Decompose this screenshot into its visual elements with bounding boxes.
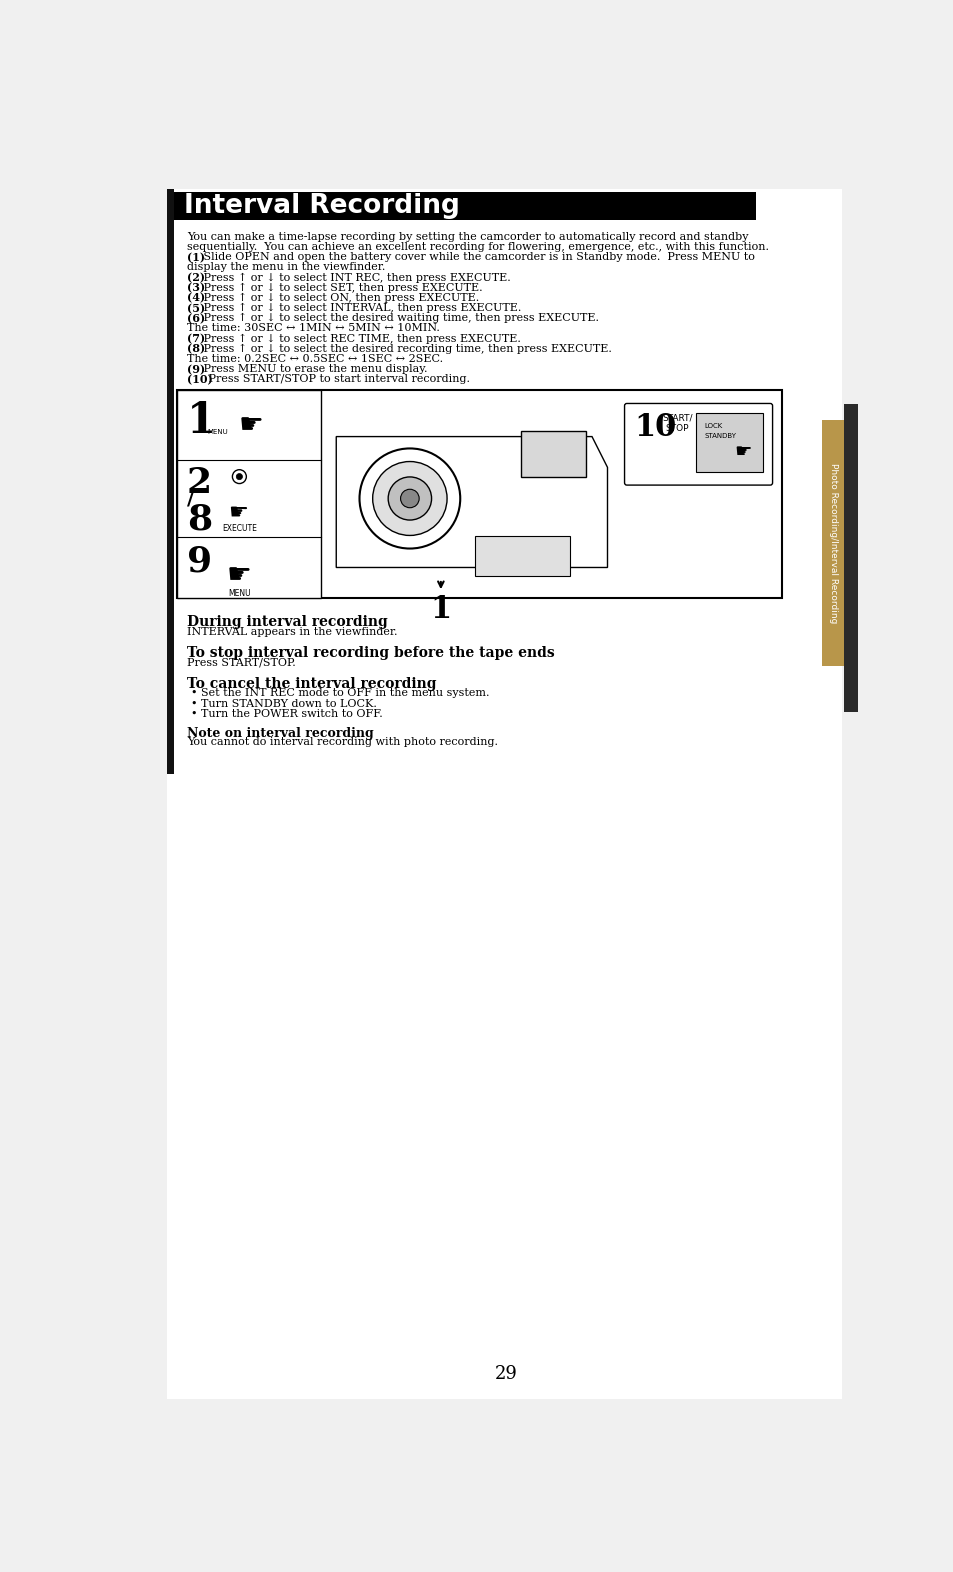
Text: Note on interval recording: Note on interval recording <box>187 726 374 739</box>
Text: ☛: ☛ <box>238 410 263 439</box>
Text: 8: 8 <box>187 501 212 536</box>
Text: Press ↑ or ↓ to select INTERVAL, then press EXECUTE.: Press ↑ or ↓ to select INTERVAL, then pr… <box>200 303 521 313</box>
Text: • Turn STANDBY down to LOCK.: • Turn STANDBY down to LOCK. <box>192 698 376 709</box>
FancyBboxPatch shape <box>174 192 755 220</box>
Text: (6): (6) <box>187 313 205 324</box>
Circle shape <box>359 448 459 549</box>
Text: MENU: MENU <box>207 429 228 435</box>
Text: (5): (5) <box>187 303 205 314</box>
Text: Press ↑ or ↓ to select ON, then press EXECUTE.: Press ↑ or ↓ to select ON, then press EX… <box>200 292 479 303</box>
FancyBboxPatch shape <box>167 189 174 773</box>
Text: Photo Recording/Interval Recording: Photo Recording/Interval Recording <box>827 462 837 623</box>
Polygon shape <box>335 437 607 567</box>
Text: sequentially.  You can achieve an excellent recording for flowering, emergence, : sequentially. You can achieve an excelle… <box>187 242 769 252</box>
Text: (7): (7) <box>187 333 205 344</box>
Text: To cancel the interval recording: To cancel the interval recording <box>187 678 436 690</box>
Text: START/
STOP: START/ STOP <box>661 413 692 432</box>
Circle shape <box>236 473 242 479</box>
Text: Press ↑ or ↓ to select the desired waiting time, then press EXECUTE.: Press ↑ or ↓ to select the desired waiti… <box>200 313 598 324</box>
Text: (8): (8) <box>187 344 205 355</box>
Text: INTERVAL appears in the viewfinder.: INTERVAL appears in the viewfinder. <box>187 627 397 637</box>
FancyBboxPatch shape <box>695 413 762 472</box>
Text: Press START/STOP.: Press START/STOP. <box>187 657 295 668</box>
Text: • Set the INT REC mode to OFF in the menu system.: • Set the INT REC mode to OFF in the men… <box>192 689 489 698</box>
FancyBboxPatch shape <box>843 404 857 712</box>
FancyBboxPatch shape <box>177 390 320 599</box>
Text: MENU: MENU <box>228 590 251 597</box>
Text: 10: 10 <box>634 412 677 443</box>
Text: 9: 9 <box>187 544 212 578</box>
Text: 1: 1 <box>430 594 451 626</box>
Text: ☛: ☛ <box>734 442 751 462</box>
Text: ☛: ☛ <box>228 501 248 522</box>
FancyBboxPatch shape <box>821 420 843 667</box>
Text: Press START/STOP to start interval recording.: Press START/STOP to start interval recor… <box>205 374 469 384</box>
Text: The time: 30SEC ↔ 1MIN ↔ 5MIN ↔ 10MIN.: The time: 30SEC ↔ 1MIN ↔ 5MIN ↔ 10MIN. <box>187 324 440 333</box>
Text: 29: 29 <box>495 1366 517 1383</box>
Text: To stop interval recording before the tape ends: To stop interval recording before the ta… <box>187 646 555 660</box>
Text: Press ↑ or ↓ to select SET, then press EXECUTE.: Press ↑ or ↓ to select SET, then press E… <box>200 283 482 292</box>
Text: (3): (3) <box>187 283 205 294</box>
Circle shape <box>233 470 246 484</box>
FancyBboxPatch shape <box>624 404 772 486</box>
Text: display the menu in the viewfinder.: display the menu in the viewfinder. <box>187 263 385 272</box>
FancyBboxPatch shape <box>177 390 781 599</box>
Text: Press ↑ or ↓ to select INT REC, then press EXECUTE.: Press ↑ or ↓ to select INT REC, then pre… <box>200 272 511 283</box>
Text: • Turn the POWER switch to OFF.: • Turn the POWER switch to OFF. <box>192 709 383 718</box>
Text: ☛: ☛ <box>227 561 252 590</box>
Text: EXECUTE: EXECUTE <box>222 523 256 533</box>
Circle shape <box>388 476 431 520</box>
Text: Slide OPEN and open the battery cover while the camcorder is in Standby mode.  P: Slide OPEN and open the battery cover wh… <box>200 252 755 263</box>
Text: (9): (9) <box>187 363 205 374</box>
Text: (1): (1) <box>187 252 205 263</box>
Text: 2: 2 <box>187 465 212 500</box>
Text: /: / <box>187 490 193 508</box>
FancyBboxPatch shape <box>475 536 569 575</box>
Text: You can make a time-lapse recording by setting the camcorder to automatically re: You can make a time-lapse recording by s… <box>187 231 748 242</box>
Text: Press ↑ or ↓ to select the desired recording time, then press EXECUTE.: Press ↑ or ↓ to select the desired recor… <box>200 344 612 354</box>
Circle shape <box>400 489 418 508</box>
FancyBboxPatch shape <box>520 431 585 476</box>
FancyBboxPatch shape <box>167 189 841 1399</box>
Text: The time: 0.2SEC ↔ 0.5SEC ↔ 1SEC ↔ 2SEC.: The time: 0.2SEC ↔ 0.5SEC ↔ 1SEC ↔ 2SEC. <box>187 354 443 363</box>
Text: 1: 1 <box>187 399 215 442</box>
Text: During interval recording: During interval recording <box>187 615 388 629</box>
Text: Press MENU to erase the menu display.: Press MENU to erase the menu display. <box>200 363 428 374</box>
Circle shape <box>373 462 447 536</box>
Text: (10): (10) <box>187 374 213 385</box>
Text: Press ↑ or ↓ to select REC TIME, then press EXECUTE.: Press ↑ or ↓ to select REC TIME, then pr… <box>200 333 520 344</box>
Text: You cannot do interval recording with photo recording.: You cannot do interval recording with ph… <box>187 737 497 747</box>
Text: Interval Recording: Interval Recording <box>184 193 459 220</box>
Text: STANDBY: STANDBY <box>703 432 736 439</box>
Text: LOCK: LOCK <box>703 423 721 429</box>
Text: (2): (2) <box>187 272 205 283</box>
Text: (4): (4) <box>187 292 205 303</box>
